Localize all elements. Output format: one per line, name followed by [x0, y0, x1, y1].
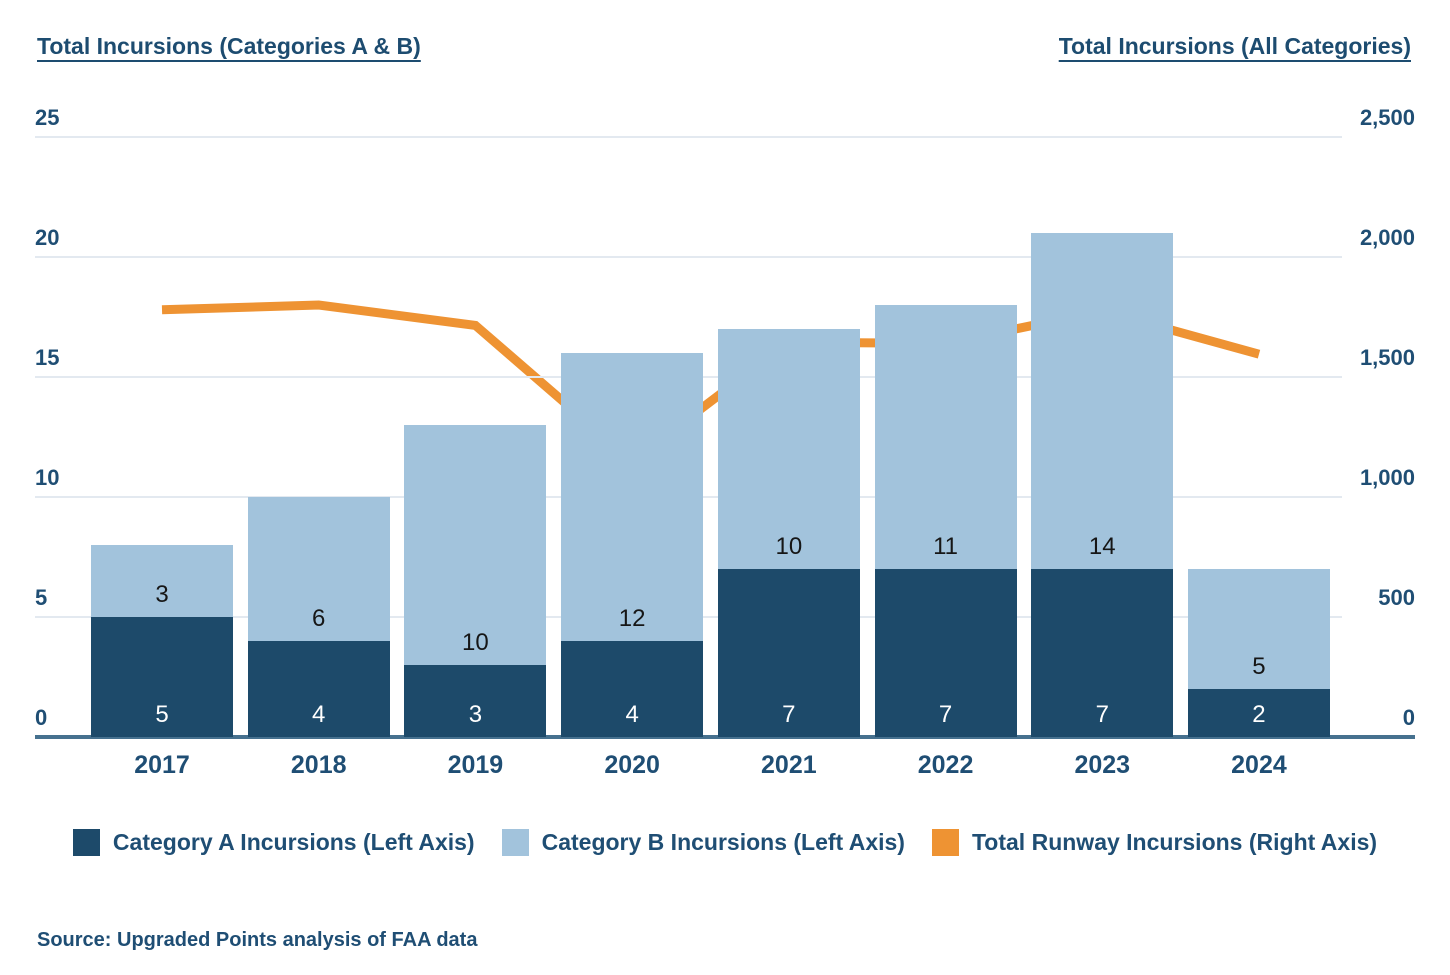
- x-label-2024: 2024: [1231, 751, 1287, 779]
- gridline-20: [35, 256, 1342, 258]
- x-label-2018: 2018: [290, 751, 347, 779]
- legend-swatch-icon: [931, 829, 959, 856]
- bar-category-a-2022: 7: [874, 569, 1017, 737]
- label-category-b-2019: 10: [462, 629, 489, 656]
- bar-category-b-2018: 6: [247, 497, 390, 641]
- left-axis-tick-10: 10: [35, 465, 60, 490]
- legend-swatch-icon: [501, 829, 529, 856]
- right-axis-tick-2000: 2,000: [1359, 225, 1415, 250]
- bar-category-a-2021: 7: [717, 569, 860, 737]
- label-category-b-2017: 3: [155, 581, 169, 608]
- bar-category-a-2024: 2: [1187, 689, 1330, 737]
- label-category-a-2020: 4: [625, 701, 639, 728]
- x-label-2022: 2022: [917, 751, 974, 779]
- label-category-a-2018: 4: [312, 701, 326, 728]
- x-label-2021: 2021: [761, 751, 817, 779]
- label-category-a-2023: 7: [1095, 701, 1109, 728]
- plot-area: 0 0 5 500 10 1,000 15 1,500 20 2,000 25 2,500 5 3 4 6 3 1…: [35, 107, 1415, 739]
- left-axis-tick-20: 20: [35, 225, 60, 250]
- label-category-b-2018: 6: [312, 605, 326, 632]
- right-axis-title: Total Incursions (All Categories): [1058, 33, 1411, 59]
- legend-item-2: Total Runway Incursions (Right Axis): [931, 828, 1378, 856]
- x-label-2020: 2020: [604, 751, 660, 779]
- left-axis-tick-0: 0: [35, 705, 48, 730]
- label-category-a-2022: 7: [938, 701, 953, 728]
- right-axis-tick-0: 0: [1402, 705, 1415, 730]
- legend-label: Total Runway Incursions (Right Axis): [971, 828, 1378, 855]
- right-axis-tick-2500: 2,500: [1359, 105, 1415, 130]
- legend-label: Category B Incursions (Left Axis): [541, 828, 905, 855]
- label-category-b-2024: 5: [1252, 653, 1266, 680]
- label-category-b-2023: 14: [1088, 533, 1116, 560]
- label-category-b-2022: 11: [933, 533, 958, 560]
- left-axis-tick-5: 5: [35, 585, 48, 610]
- bar-category-b-2021: 10: [717, 329, 860, 569]
- bar-category-b-2023: 14: [1031, 233, 1174, 569]
- label-category-b-2021: 10: [775, 533, 803, 560]
- label-category-a-2024: 2: [1252, 701, 1266, 728]
- bar-category-a-2017: 5: [91, 617, 233, 737]
- bar-category-b-2024: 5: [1187, 569, 1330, 689]
- right-axis-tick-500: 500: [1378, 585, 1415, 610]
- right-axis-tick-1000: 1,000: [1359, 465, 1415, 490]
- x-axis: 2017 2018 2019 2020 2021 2022 2023 2024: [0, 753, 1450, 787]
- bar-category-b-2019: 10: [404, 425, 547, 665]
- label-category-a-2017: 5: [155, 701, 169, 728]
- right-axis-tick-1500: 1,500: [1359, 345, 1415, 370]
- legend: Category A Incursions (Left Axis) Categor…: [0, 829, 1450, 856]
- bar-category-b-2017: 3: [91, 545, 233, 617]
- label-category-a-2019: 3: [468, 701, 483, 728]
- label-category-b-2020: 12: [618, 605, 646, 632]
- bar-category-a-2023: 7: [1031, 569, 1174, 737]
- bar-category-a-2020: 4: [561, 641, 704, 737]
- bar-category-b-2022: 11: [874, 305, 1017, 569]
- gridline-25: [35, 136, 1342, 138]
- left-axis-title: Total Incursions (Categories A & B): [37, 33, 421, 59]
- x-label-2017: 2017: [134, 751, 190, 779]
- left-axis-tick-15: 15: [35, 345, 60, 370]
- x-axis-baseline: [35, 735, 1415, 739]
- legend-item-1: Category B Incursions (Left Axis): [501, 828, 905, 856]
- legend-label: Category A Incursions (Left Axis): [112, 828, 475, 855]
- x-label-2019: 2019: [447, 751, 504, 779]
- x-label-2023: 2023: [1074, 751, 1131, 779]
- label-category-a-2021: 7: [782, 701, 796, 728]
- bar-category-b-2020: 12: [561, 353, 704, 641]
- bar-category-a-2018: 4: [247, 641, 390, 737]
- legend-item-0: Category A Incursions (Left Axis): [72, 828, 475, 856]
- bar-category-a-2019: 3: [404, 665, 547, 737]
- left-axis-tick-25: 25: [35, 105, 60, 130]
- source-note: Source: Upgraded Points analysis of FAA …: [37, 929, 478, 951]
- legend-swatch-icon: [72, 829, 100, 856]
